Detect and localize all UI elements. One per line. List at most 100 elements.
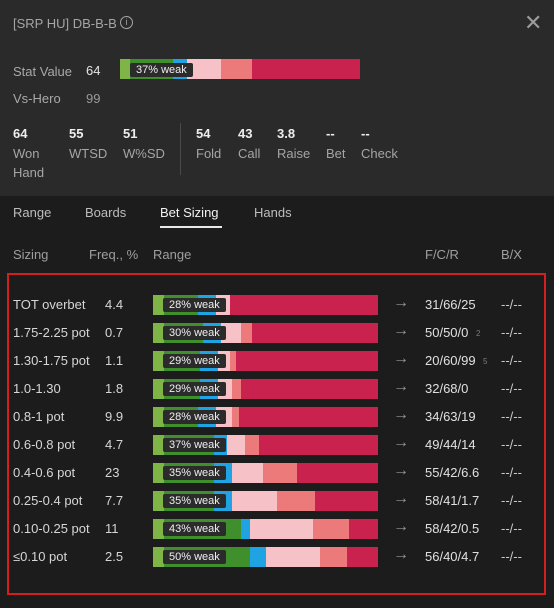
freq-cell: 11 — [105, 521, 119, 536]
col-header-fcr[interactable]: F/C/R — [425, 247, 459, 262]
arrow-right-icon: → — [393, 350, 409, 367]
bar-segment — [153, 519, 165, 539]
bar-segment — [231, 379, 241, 399]
stat-label: Won Hand — [13, 146, 45, 180]
bx-cell: --/-- — [501, 353, 522, 368]
col-header-range[interactable]: Range — [153, 247, 192, 262]
panel-title: [SRP HU] DB-B-B — [13, 16, 117, 31]
fcr-truncated-digit: 2 — [476, 329, 481, 338]
active-tab-indicator — [160, 226, 222, 228]
table-row[interactable]: 1.30-1.75 pot 1.1 29% weak → 20/60/99 5 --/-- — [0, 346, 554, 374]
fcr-cell: 20/60/99 — [425, 353, 476, 368]
sizing-cell: 1.0-1.30 — [13, 381, 61, 396]
weak-label: 35% weak — [163, 466, 226, 480]
stats-divider — [180, 123, 181, 175]
bar-segment — [249, 547, 266, 567]
stat-number: 54 — [196, 126, 211, 141]
tab-bet-sizing[interactable]: Bet Sizing — [160, 205, 219, 220]
table-row[interactable]: 0.10-0.25 pot 11 43% weak → 58/42/0.5 --/-- — [0, 514, 554, 542]
fcr-cell: 50/50/0 — [425, 325, 469, 340]
stat-value-number: 64 — [86, 63, 101, 78]
table-row[interactable]: ≤0.10 pot 2.5 50% weak → 56/40/4.7 --/-- — [0, 542, 554, 570]
sizing-cell: 1.30-1.75 pot — [13, 353, 90, 368]
stat-value-weak-label: 37% weak — [130, 63, 193, 77]
weak-label: 43% weak — [163, 522, 226, 536]
highlight-box — [7, 273, 546, 595]
bar-segment — [258, 435, 378, 455]
stat-w-sd: 51 W%SD — [123, 126, 183, 163]
stat-number: 51 — [123, 126, 138, 141]
bar-segment — [120, 59, 130, 79]
bar-segment — [236, 351, 378, 371]
sizing-cell: 0.25-0.4 pot — [13, 493, 83, 508]
stat-value-label: Stat Value — [13, 64, 73, 79]
bx-cell: --/-- — [501, 325, 522, 340]
tab-boards[interactable]: Boards — [85, 205, 127, 220]
tab-range[interactable]: Range — [13, 205, 52, 220]
bar-segment — [276, 491, 315, 511]
weak-label: 28% weak — [163, 410, 226, 424]
arrow-right-icon: → — [393, 518, 409, 535]
stat-number: 55 — [69, 126, 84, 141]
bar-segment — [187, 59, 221, 79]
table-row[interactable]: 0.4-0.6 pot 23 35% weak → 55/42/6.6 --/-- — [0, 458, 554, 486]
col-header-bx[interactable]: B/X — [501, 247, 522, 262]
bx-cell: --/-- — [501, 409, 522, 424]
stat-label: Fold — [196, 146, 222, 161]
bar-segment — [153, 407, 165, 427]
fcr-cell: 58/41/1.7 — [425, 493, 480, 508]
bar-segment — [153, 351, 165, 371]
table-row[interactable]: TOT overbet 4.4 28% weak → 31/66/25 --/-- — [0, 290, 554, 318]
sizing-cell: 0.8-1 pot — [13, 409, 65, 424]
bar-segment — [252, 323, 378, 343]
fcr-cell: 58/42/0.5 — [425, 521, 480, 536]
bx-cell: --/-- — [501, 297, 522, 312]
stat-label: W%SD — [123, 146, 165, 161]
info-icon[interactable]: i — [120, 16, 133, 29]
fcr-cell: 32/68/0 — [425, 381, 469, 396]
bar-segment — [319, 547, 347, 567]
stats-panel — [0, 0, 554, 196]
bx-cell: --/-- — [501, 465, 522, 480]
table-row[interactable]: 0.6-0.8 pot 4.7 37% weak → 49/44/14 --/-- — [0, 430, 554, 458]
weak-label: 37% weak — [163, 438, 226, 452]
table-row[interactable]: 0.25-0.4 pot 7.7 35% weak → 58/41/1.7 --/-- — [0, 486, 554, 514]
stat-number: -- — [361, 126, 370, 141]
bar-segment — [153, 379, 165, 399]
fcr-truncated-digit: 5 — [483, 357, 488, 366]
arrow-right-icon: → — [393, 294, 409, 311]
close-icon[interactable]: ✕ — [524, 10, 543, 35]
table-row[interactable]: 1.0-1.30 1.8 29% weak → 32/68/0 --/-- — [0, 374, 554, 402]
stat-bet: -- Bet — [326, 126, 386, 163]
freq-cell: 2.5 — [105, 549, 124, 564]
arrow-right-icon: → — [393, 378, 409, 395]
col-header-freq[interactable]: Freq., % — [89, 247, 139, 262]
freq-cell: 9.9 — [105, 409, 124, 424]
fcr-cell: 34/63/19 — [425, 409, 476, 424]
stat-number: 64 — [13, 126, 28, 141]
bx-cell: --/-- — [501, 381, 522, 396]
bar-segment — [240, 323, 252, 343]
bar-segment — [346, 547, 378, 567]
stat-label: WTSD — [69, 146, 108, 161]
fcr-cell: 56/40/4.7 — [425, 549, 480, 564]
freq-cell: 1.8 — [105, 381, 124, 396]
bar-segment — [240, 379, 378, 399]
bar-segment — [251, 59, 360, 79]
sizing-cell: 1.75-2.25 pot — [13, 325, 90, 340]
stat-raise: 3.8 Raise — [277, 126, 337, 163]
weak-label: 50% weak — [163, 550, 226, 564]
col-header-sizing[interactable]: Sizing — [13, 247, 49, 262]
table-row[interactable]: 0.8-1 pot 9.9 28% weak → 34/63/19 --/-- — [0, 402, 554, 430]
weak-label: 29% weak — [163, 354, 226, 368]
table-row[interactable]: 1.75-2.25 pot 0.7 30% weak → 50/50/0 2 --/-- — [0, 318, 554, 346]
bx-cell: --/-- — [501, 493, 522, 508]
bar-segment — [229, 295, 378, 315]
stat-check: -- Check — [361, 126, 421, 163]
stat-number: 43 — [238, 126, 253, 141]
bar-segment — [348, 519, 378, 539]
bx-cell: --/-- — [501, 549, 522, 564]
sizing-cell: 0.6-0.8 pot — [13, 437, 76, 452]
freq-cell: 4.4 — [105, 297, 124, 312]
tab-hands[interactable]: Hands — [254, 205, 292, 220]
